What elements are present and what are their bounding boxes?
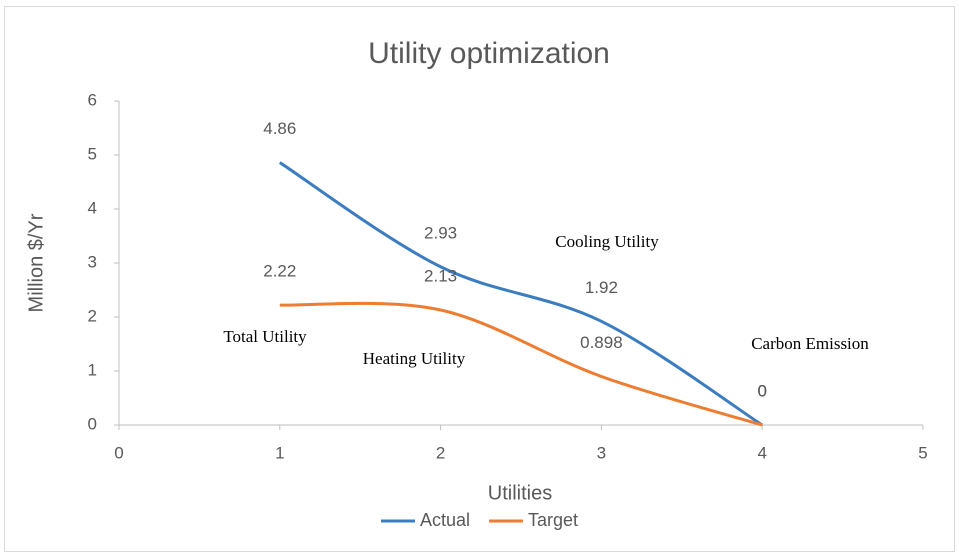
line — [278, 161, 764, 427]
x-tick-label: 5 — [918, 443, 927, 462]
y-tick-label: 4 — [88, 198, 97, 217]
data-label: 4.86 — [263, 119, 296, 138]
x-tick-label: 3 — [597, 443, 606, 462]
data-label: 2.13 — [424, 266, 457, 285]
data-label: 0 — [757, 381, 766, 400]
annotation: Heating Utility — [363, 349, 466, 368]
y-tick-label: 6 — [88, 90, 97, 109]
annotation: Carbon Emission — [751, 334, 869, 353]
data-label: 2.22 — [263, 262, 296, 281]
data-label: 1.92 — [585, 278, 618, 297]
x-tick-label: 2 — [436, 443, 445, 462]
annotation: Total Utility — [223, 327, 307, 346]
legend-label: Target — [528, 510, 578, 530]
legend-label: Actual — [420, 510, 470, 530]
x-tick-label: 4 — [757, 443, 766, 462]
annotation: Cooling Utility — [555, 232, 659, 251]
chart-title: Utility optimization — [368, 37, 610, 70]
data-label: 0 — [757, 381, 766, 400]
y-axis-title: Million $/Yr — [25, 213, 47, 312]
y-tick-label: 3 — [88, 252, 97, 271]
y-tick-label: 1 — [88, 360, 97, 379]
y-tick-label: 2 — [88, 306, 97, 325]
y-tick-label: 5 — [88, 144, 97, 163]
x-axis-title: Utilities — [488, 482, 552, 504]
data-label: 2.93 — [424, 223, 457, 242]
chart-frame — [4, 6, 955, 552]
line — [279, 301, 763, 427]
x-tick-label: 0 — [114, 443, 123, 462]
data-label: 0.898 — [580, 333, 623, 352]
x-tick-label: 1 — [275, 443, 284, 462]
y-tick-label: 0 — [88, 414, 97, 433]
